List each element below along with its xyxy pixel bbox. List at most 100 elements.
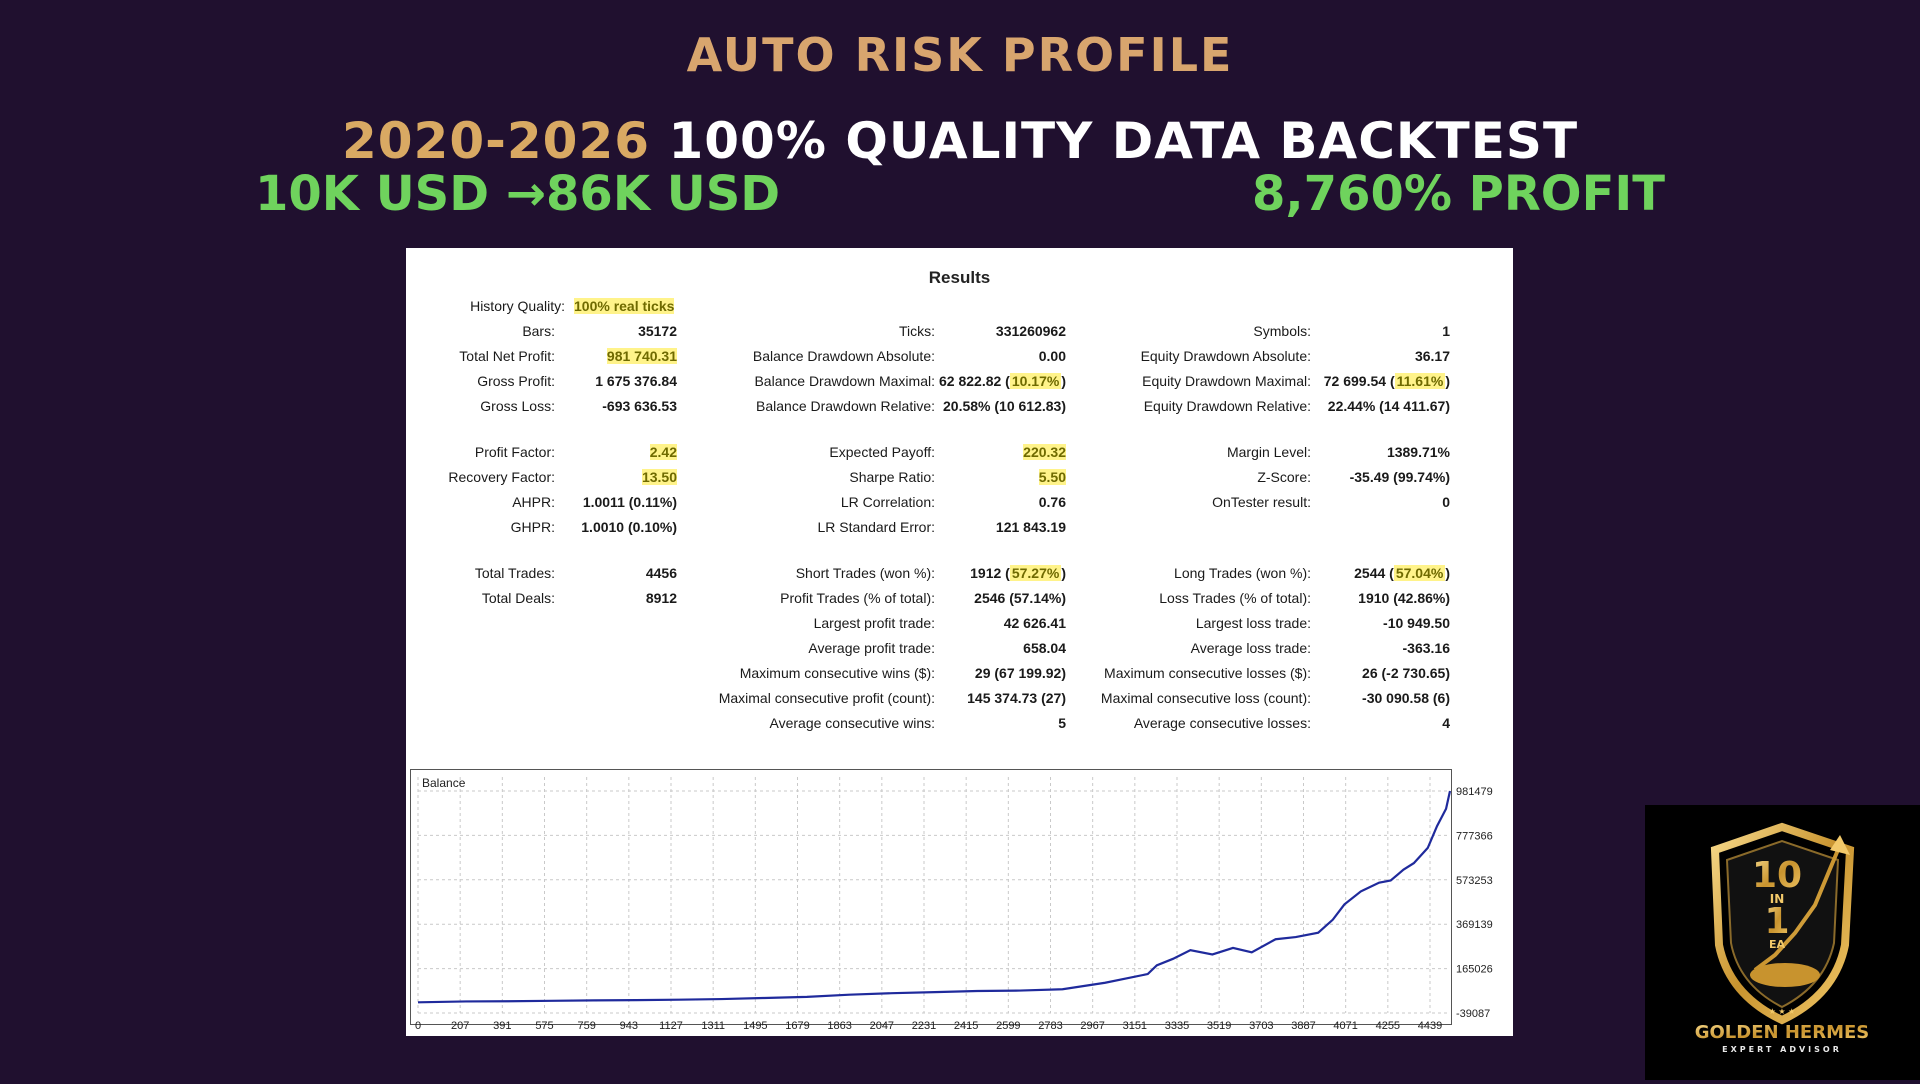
col3-value: 0 bbox=[1442, 494, 1450, 510]
col2-label: Average profit trade: bbox=[808, 640, 935, 656]
col2-label: Balance Drawdown Relative: bbox=[756, 398, 935, 414]
col3-value: 1 bbox=[1442, 323, 1450, 339]
y-tick-label: 777366 bbox=[1456, 830, 1493, 842]
col2-value: 0.76 bbox=[1039, 494, 1066, 510]
balance-chart-frame bbox=[410, 769, 1452, 1025]
col2-value: 42 626.41 bbox=[1004, 615, 1066, 631]
x-tick-label: 3887 bbox=[1291, 1020, 1315, 1031]
y-tick-label: 165026 bbox=[1456, 964, 1493, 976]
col2-value: 5 bbox=[1058, 715, 1066, 731]
bull-icon bbox=[1750, 963, 1820, 987]
logo-subtitle: EXPERT ADVISOR bbox=[1722, 1045, 1842, 1054]
col3-label: Average consecutive losses: bbox=[1133, 715, 1311, 731]
col3-value: -10 949.50 bbox=[1383, 615, 1450, 631]
svg-text:★ ★ ★: ★ ★ ★ bbox=[1769, 1007, 1796, 1016]
col2-label: Maximal consecutive profit (count): bbox=[718, 690, 935, 706]
value-text: 0.00 bbox=[1038, 348, 1066, 364]
logo-number-mid: IN bbox=[1770, 892, 1785, 906]
x-tick-label: 2783 bbox=[1038, 1020, 1062, 1031]
value-text: 2546 (57.14%) bbox=[974, 590, 1066, 606]
col2-value: 145 374.73 (27) bbox=[967, 690, 1066, 706]
col3-label: Equity Drawdown Relative: bbox=[1143, 398, 1311, 414]
value-text: 1 675 376.84 bbox=[595, 373, 677, 389]
value-text: 1 bbox=[1442, 323, 1450, 339]
x-tick-label: 1679 bbox=[785, 1020, 809, 1031]
col3-label: Loss Trades (% of total): bbox=[1159, 590, 1311, 606]
growth-text: 10K USD →86K USD bbox=[255, 166, 781, 222]
logo-name: GOLDEN HERMES bbox=[1695, 1022, 1870, 1043]
col3-label: Equity Drawdown Absolute: bbox=[1140, 348, 1311, 364]
value-text: -35.49 (99.74%) bbox=[1349, 469, 1450, 485]
col1-value: 1.0011 (0.11%) bbox=[583, 494, 677, 510]
col3-label: Symbols: bbox=[1253, 323, 1311, 339]
value-text: 0.76 bbox=[1038, 494, 1066, 510]
profit-text: 8,760% PROFIT bbox=[1252, 166, 1665, 222]
value-text: 658.04 bbox=[1023, 640, 1066, 656]
col2-value: 62 822.82 (10.17%) bbox=[939, 373, 1066, 389]
logo-number-bottom: 1 bbox=[1764, 901, 1789, 942]
col1-label: Recovery Factor: bbox=[448, 469, 555, 485]
col1-value: 8912 bbox=[646, 590, 677, 606]
col1-value: 13.50 bbox=[641, 469, 677, 485]
history-quality-highlight: 100% real ticks bbox=[574, 298, 675, 314]
value-highlight: 10.17% bbox=[1009, 373, 1062, 389]
x-tick-label: 4071 bbox=[1333, 1020, 1357, 1031]
page-title: AUTO RISK PROFILE bbox=[686, 28, 1234, 82]
col1-label: Bars: bbox=[522, 323, 555, 339]
col2-value: 121 843.19 bbox=[996, 519, 1066, 535]
shield-icon bbox=[1710, 822, 1855, 1025]
y-tick-label: 981479 bbox=[1456, 786, 1493, 798]
x-tick-label: 943 bbox=[620, 1020, 638, 1031]
x-tick-label: 3519 bbox=[1207, 1020, 1231, 1031]
col3-value: -363.16 bbox=[1403, 640, 1450, 656]
col3-label: Maximum consecutive losses ($): bbox=[1104, 665, 1311, 681]
value-highlight: 57.04% bbox=[1393, 565, 1446, 581]
value-highlight: 57.27% bbox=[1009, 565, 1062, 581]
value-text: -10 949.50 bbox=[1383, 615, 1450, 631]
col3-label: Long Trades (won %): bbox=[1174, 565, 1311, 581]
x-tick-label: 207 bbox=[451, 1020, 469, 1031]
x-tick-label: 575 bbox=[535, 1020, 553, 1031]
col3-value: 26 (-2 730.65) bbox=[1362, 665, 1450, 681]
history-quality-value: 100% real ticks bbox=[574, 298, 675, 314]
value-part: 62 822.82 ( bbox=[939, 373, 1010, 389]
value-text: 1.0010 (0.10%) bbox=[581, 519, 677, 535]
col2-label: Expected Payoff: bbox=[829, 444, 935, 460]
col3-label: Z-Score: bbox=[1257, 469, 1311, 485]
logo-graphic: 10 IN 1 EA ★ ★ ★ GOLDEN HERMES EXPERT AD… bbox=[1695, 822, 1870, 1054]
x-tick-label: 3703 bbox=[1249, 1020, 1273, 1031]
value-text: 8912 bbox=[645, 590, 677, 606]
x-tick-label: 2415 bbox=[954, 1020, 978, 1031]
value-text: 26 (-2 730.65) bbox=[1362, 665, 1450, 681]
value-text: 4 bbox=[1442, 715, 1450, 731]
results-title: Results bbox=[928, 268, 991, 287]
chart-title: Balance bbox=[422, 776, 466, 790]
balance-chart: 0 207 391 575 759 943 1127 1311 1495 1679 1863 2047… bbox=[415, 776, 1493, 1031]
value-part: 2544 ( bbox=[1354, 565, 1394, 581]
value-text: 1389.71% bbox=[1386, 444, 1450, 460]
subtitle-rest: 100% QUALITY DATA BACKTEST bbox=[668, 112, 1579, 170]
value-text: 2.42 bbox=[649, 444, 677, 460]
col2-label: Largest profit trade: bbox=[813, 615, 935, 631]
col2-label: Ticks: bbox=[898, 323, 935, 339]
value-text: -30 090.58 (6) bbox=[1362, 690, 1450, 706]
logo: 10 IN 1 EA ★ ★ ★ GOLDEN HERMES EXPERT AD… bbox=[1645, 805, 1920, 1080]
col2-value: 20.58% (10 612.83) bbox=[943, 398, 1066, 414]
value-text: 220.32 bbox=[1023, 444, 1066, 460]
col1-value: -693 636.53 bbox=[602, 398, 677, 414]
value-text: 0 bbox=[1442, 494, 1450, 510]
col3-value: -35.49 (99.74%) bbox=[1350, 469, 1450, 485]
col1-label: Gross Loss: bbox=[480, 398, 555, 414]
col3-label: Largest loss trade: bbox=[1195, 615, 1311, 631]
col2-label: LR Standard Error: bbox=[817, 519, 936, 535]
x-tick-label: 0 bbox=[415, 1020, 421, 1031]
col3-value: 4 bbox=[1442, 715, 1450, 731]
value-part: 72 699.54 ( bbox=[1323, 373, 1395, 389]
col2-label: Average consecutive wins: bbox=[769, 715, 936, 731]
value-text: 5.50 bbox=[1038, 469, 1066, 485]
col3-value: 2544 (57.04%) bbox=[1354, 565, 1450, 581]
value-text: 981 740.31 bbox=[606, 348, 677, 364]
subtitle-years: 2020-2026 bbox=[341, 112, 651, 170]
value-text: 4456 bbox=[645, 565, 677, 581]
history-quality-label: History Quality: bbox=[470, 298, 565, 314]
